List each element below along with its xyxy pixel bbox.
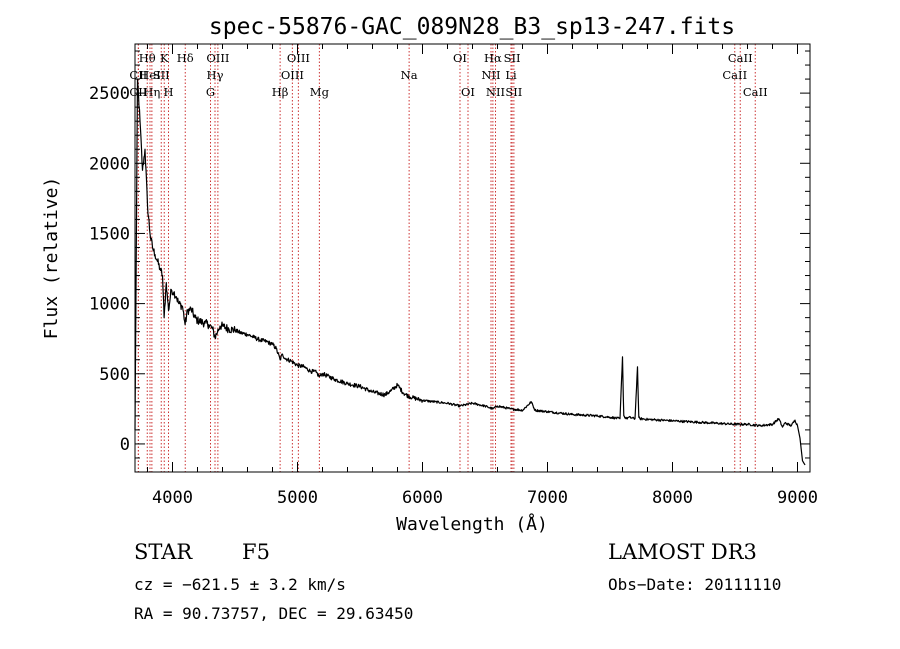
marker-label-13: OIII — [287, 51, 310, 65]
marker-label-14: OIII — [281, 68, 304, 82]
x-axis-label: Wavelength (Å) — [396, 513, 548, 535]
observation-date: Obs−Date: 20111110 — [608, 575, 782, 594]
marker-label-10: Hγ — [207, 68, 224, 82]
x-tick-label-9000: 9000 — [777, 488, 818, 508]
marker-label-16: Na — [401, 68, 418, 82]
y-tick-label-2500: 2500 — [89, 84, 130, 104]
plot-frame — [134, 43, 811, 473]
spectral-subclass: F5 — [242, 540, 270, 564]
x-tick-label-6000: 6000 — [402, 488, 443, 508]
marker-label-25: CaII — [728, 51, 753, 65]
y-tick-label-2000: 2000 — [89, 154, 130, 174]
object-type: STAR — [134, 540, 193, 564]
marker-label-20: NII — [481, 68, 500, 82]
x-axis: 4000 5000 6000 7000 8000 9000 — [147, 44, 818, 508]
marker-label-27: CaII — [743, 85, 768, 99]
marker-label-12: Hβ — [272, 85, 289, 99]
redshift-cz: cz = −621.5 ± 3.2 km/s — [134, 575, 346, 594]
marker-lines — [137, 44, 756, 472]
marker-label-17: OI — [453, 51, 467, 65]
y-axis-label: Flux (relative) — [41, 177, 62, 340]
marker-label-3: HeI — [139, 68, 160, 82]
x-tick-label-8000: 8000 — [652, 488, 693, 508]
x-tick-label-7000: 7000 — [527, 488, 568, 508]
y-tick-label-1500: 1500 — [89, 224, 130, 244]
marker-label-19: Hα — [484, 51, 502, 65]
y-axis: 0 500 1000 1500 2000 2500 — [89, 50, 810, 459]
y-tick-label-500: 500 — [99, 365, 130, 385]
marker-label-21: NII — [486, 85, 505, 99]
survey-name: LAMOST DR3 — [608, 540, 757, 564]
marker-label-18: OI — [461, 85, 475, 99]
y-tick-label-1000: 1000 — [89, 295, 130, 315]
marker-label-22: SII — [504, 51, 521, 65]
x-tick-label-4000: 4000 — [152, 488, 193, 508]
marker-label-7: H — [163, 85, 173, 99]
marker-label-15: Mg — [310, 85, 330, 99]
marker-label-5: K — [160, 51, 169, 65]
marker-label-26: CaII — [722, 68, 747, 82]
marker-label-0: CII — [129, 68, 147, 82]
marker-label-9: OIII — [206, 51, 229, 65]
chart-title: spec-55876-GAC_089N28_B3_sp13-247.fits — [209, 14, 735, 40]
x-tick-label-5000: 5000 — [277, 488, 318, 508]
y-tick-label-0: 0 — [120, 435, 130, 455]
coordinates: RA = 90.73757, DEC = 29.63450 — [134, 604, 414, 623]
marker-label-2: Hθ — [139, 51, 156, 65]
marker-label-8: Hδ — [177, 51, 194, 65]
spectrum-series-line — [134, 78, 806, 466]
marker-label-11: G — [206, 85, 215, 99]
marker-label-24: SII — [505, 85, 522, 99]
marker-label-23: Li — [505, 68, 517, 82]
marker-label-4: Hη — [143, 85, 160, 99]
marker-label-6: SII — [153, 68, 170, 82]
